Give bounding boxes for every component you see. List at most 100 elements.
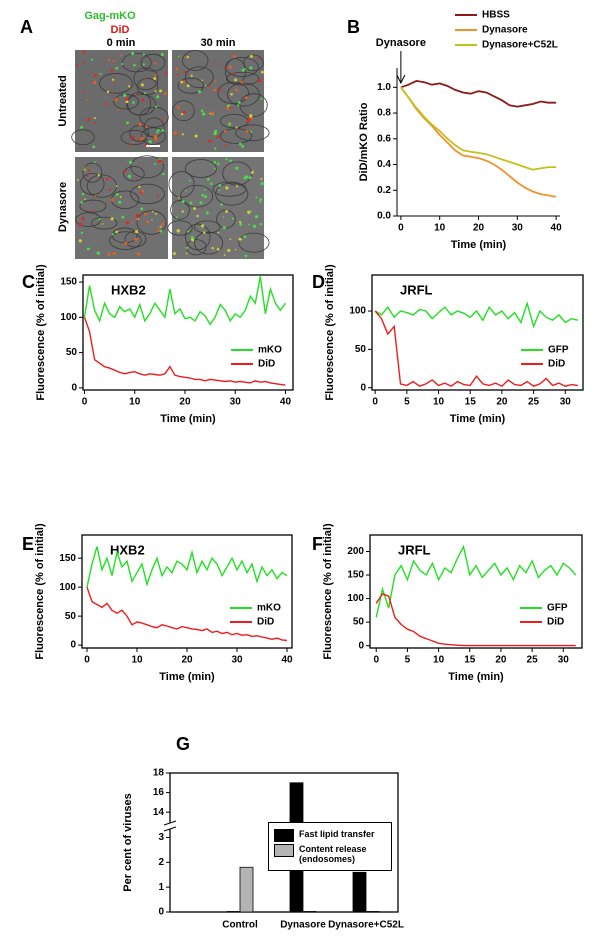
cell-outline xyxy=(215,182,249,206)
particle xyxy=(190,235,194,239)
x-tick-label: 10 xyxy=(131,655,143,666)
cell-outline xyxy=(225,58,246,85)
particle xyxy=(239,222,243,226)
particle xyxy=(235,126,238,129)
particle xyxy=(222,225,226,230)
particle xyxy=(240,238,243,241)
particle xyxy=(244,254,248,258)
x-tick-label: 20 xyxy=(473,223,485,234)
particle xyxy=(250,171,254,175)
particle xyxy=(111,91,114,94)
particle xyxy=(193,207,197,210)
particle xyxy=(260,177,263,180)
particle xyxy=(86,174,89,177)
particle xyxy=(213,80,216,83)
x-tick-label: 5 xyxy=(405,655,411,666)
particle xyxy=(185,246,189,250)
legend-label: DiD xyxy=(257,617,274,628)
particle xyxy=(115,66,119,70)
data-line xyxy=(86,546,288,588)
particle xyxy=(203,231,206,234)
particle xyxy=(234,248,237,251)
y-tick-label: 150 xyxy=(59,553,76,564)
particle xyxy=(196,214,199,218)
particle xyxy=(115,230,119,234)
particle xyxy=(223,254,226,256)
particle xyxy=(118,200,122,204)
legend-item: Content release (endosomes) xyxy=(274,844,386,864)
x-tick-label: 30 xyxy=(231,655,243,666)
x-tick-label: 40 xyxy=(281,655,293,666)
particle xyxy=(78,239,82,243)
cell-outline xyxy=(239,93,268,117)
particle xyxy=(210,182,213,186)
cell-outline xyxy=(136,78,159,96)
particle xyxy=(162,172,165,176)
particle xyxy=(98,218,101,221)
y-tick-label: 100 xyxy=(349,306,366,317)
particle xyxy=(240,80,244,84)
particle xyxy=(153,134,158,139)
cell-outline xyxy=(140,127,166,145)
x-tick-label: Control xyxy=(222,920,258,931)
particle xyxy=(136,177,138,180)
chart-title: JRFL xyxy=(400,282,433,297)
particle xyxy=(218,184,222,187)
particle xyxy=(228,121,230,124)
particle xyxy=(157,159,162,163)
particle xyxy=(186,55,190,59)
chart-title: HXB2 xyxy=(111,282,146,297)
particle xyxy=(190,238,195,242)
particle xyxy=(105,177,109,181)
cell-outline xyxy=(193,220,221,234)
particle xyxy=(200,224,205,228)
particle xyxy=(99,72,102,75)
particle xyxy=(186,84,190,88)
particle xyxy=(106,90,110,94)
particle xyxy=(135,214,140,218)
particle xyxy=(136,252,141,256)
y-tick-label: 1.0 xyxy=(377,82,391,93)
data-line xyxy=(375,593,576,647)
y-tick-label: 0.6 xyxy=(377,133,391,144)
particle xyxy=(134,237,138,242)
particle xyxy=(112,82,115,84)
data-line xyxy=(375,544,577,618)
particle xyxy=(175,67,179,71)
particle xyxy=(216,248,220,251)
particle xyxy=(189,179,191,182)
particle xyxy=(213,160,217,164)
particle xyxy=(87,169,91,172)
particle xyxy=(77,213,80,215)
particle xyxy=(78,222,83,227)
axis-break xyxy=(164,823,176,829)
x-tick-label: 20 xyxy=(179,397,191,408)
x-tick-label: 20 xyxy=(496,397,508,408)
y-tick-label: 0.4 xyxy=(377,159,391,170)
particle xyxy=(120,54,123,57)
particle xyxy=(80,231,84,235)
x-tick-label: 10 xyxy=(129,397,141,408)
cell-outline xyxy=(170,200,190,220)
micrograph xyxy=(172,157,264,259)
x-tick-label: 20 xyxy=(181,655,193,666)
cell-outline xyxy=(99,73,133,94)
particle xyxy=(140,83,144,87)
particle xyxy=(164,72,168,75)
particle xyxy=(102,222,104,225)
x-tick-label: 15 xyxy=(464,655,476,666)
particle xyxy=(86,99,89,101)
row-label: Untreated xyxy=(57,75,69,126)
particle xyxy=(151,218,153,221)
particle xyxy=(255,196,258,199)
particle xyxy=(131,222,134,225)
y-axis-label: Fluorescence (% of initial) xyxy=(35,264,47,401)
y-tick-label: 150 xyxy=(347,570,364,581)
y-tick-label: 0 xyxy=(158,907,164,918)
plot-frame xyxy=(371,274,584,391)
particle xyxy=(124,97,129,101)
particle xyxy=(211,246,214,250)
cell-outline xyxy=(216,209,236,229)
micrographs xyxy=(71,50,270,259)
